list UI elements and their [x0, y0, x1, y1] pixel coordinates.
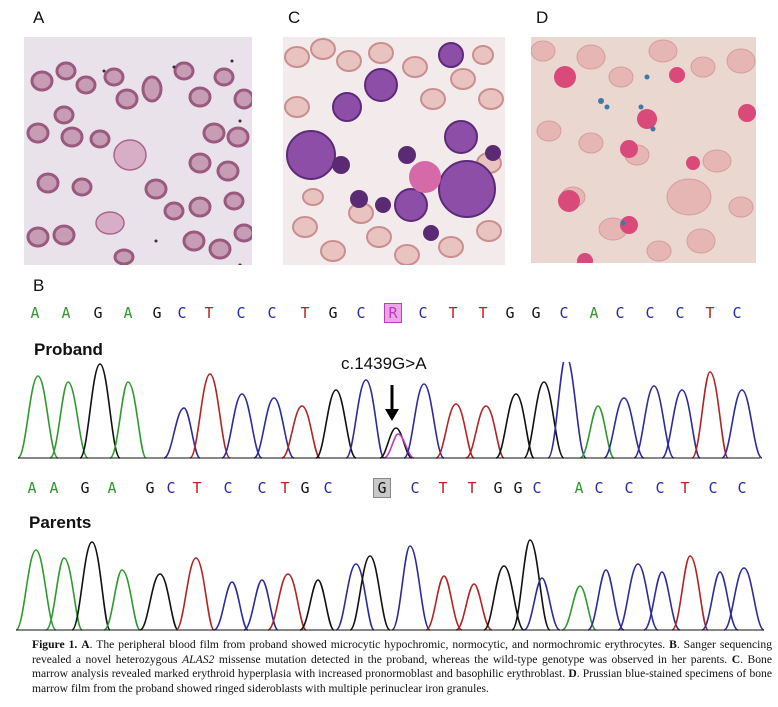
parents-label: Parents — [29, 513, 92, 532]
proband-base: C — [418, 304, 428, 322]
caption-b-text-2: missense mutation detected in the proban… — [214, 652, 732, 666]
parents-base: C — [223, 479, 233, 497]
parents-base: C — [166, 479, 176, 497]
panel-d-letter: D — [536, 8, 549, 27]
proband-base: C — [559, 304, 569, 322]
parents-sequence: A A G A G C T C C T G C G C T T G G C A … — [0, 478, 778, 500]
caption-c-text: . Bone marrow analysis revealed marked e… — [32, 652, 772, 681]
caption-c-letter: C — [731, 652, 741, 666]
proband-base: G — [93, 304, 103, 322]
caption-b-text-1: . Sanger sequencing revealed a novel het… — [32, 638, 772, 666]
parents-base: G — [145, 479, 155, 497]
parents-base: G — [493, 479, 503, 497]
peripheral-blood-micrograph — [24, 37, 252, 265]
proband-base: G — [505, 304, 515, 322]
mutation-arrow-icon — [385, 385, 399, 421]
proband-base: G — [531, 304, 541, 322]
panel-b-letter: B — [33, 276, 45, 295]
caption-a-text: . The peripheral blood film from proband… — [89, 638, 670, 651]
parents-chromatogram — [15, 539, 765, 631]
proband-base: T — [300, 304, 310, 322]
parents-base: C — [708, 479, 718, 497]
caption-a-letter: A — [81, 638, 90, 651]
proband-base: C — [645, 304, 655, 322]
parents-base: G — [80, 479, 90, 497]
proband-base: C — [267, 304, 277, 322]
parents-base: A — [574, 479, 584, 497]
parents-base: A — [27, 479, 37, 497]
parents-base: T — [192, 479, 202, 497]
mutation-label: c.1439G>A — [341, 354, 427, 373]
panel-c-letter: C — [288, 8, 301, 27]
proband-base: T — [448, 304, 458, 322]
proband-base: C — [732, 304, 742, 322]
proband-base: A — [30, 304, 40, 322]
proband-base: C — [615, 304, 625, 322]
parents-base: C — [737, 479, 747, 497]
proband-base: A — [61, 304, 71, 322]
panel-a-letter: A — [33, 8, 45, 27]
bone-marrow-micrograph — [283, 37, 505, 265]
parents-base: C — [257, 479, 267, 497]
caption-d-letter: D — [568, 667, 577, 680]
caption-b-letter: B — [669, 638, 677, 651]
figure-caption: Figure 1. A. The peripheral blood film f… — [32, 638, 772, 696]
proband-sequence: A A G A G C T C C T G C R C T T G G C A … — [0, 303, 778, 325]
parents-base: C — [594, 479, 604, 497]
parents-base: T — [680, 479, 690, 497]
parents-base: T — [467, 479, 477, 497]
caption-d-text: . Prussian blue-stained specimens of bon… — [32, 667, 772, 695]
parents-base: G — [513, 479, 523, 497]
parents-base: C — [410, 479, 420, 497]
proband-base: C — [675, 304, 685, 322]
caption-gene-name: ALAS2 — [182, 652, 215, 666]
proband-base: A — [589, 304, 599, 322]
proband-base-highlighted: R — [384, 303, 402, 323]
parents-base: T — [280, 479, 290, 497]
proband-base: T — [204, 304, 214, 322]
proband-base: T — [478, 304, 488, 322]
proband-base: C — [177, 304, 187, 322]
proband-base: G — [328, 304, 338, 322]
parents-base: C — [655, 479, 665, 497]
parents-base-highlighted: G — [373, 478, 391, 498]
proband-base: T — [705, 304, 715, 322]
figure-label: Figure 1. — [32, 638, 78, 651]
parents-base: A — [107, 479, 117, 497]
parents-base: T — [438, 479, 448, 497]
proband-base: A — [123, 304, 133, 322]
parents-base: C — [624, 479, 634, 497]
parents-base: C — [532, 479, 542, 497]
parents-base: C — [323, 479, 333, 497]
prussian-blue-micrograph — [531, 37, 756, 263]
proband-chromatogram — [17, 362, 763, 459]
proband-label: Proband — [34, 340, 103, 359]
parents-base: A — [49, 479, 59, 497]
proband-base: C — [356, 304, 366, 322]
proband-base: C — [236, 304, 246, 322]
proband-base: G — [152, 304, 162, 322]
parents-base: G — [300, 479, 310, 497]
